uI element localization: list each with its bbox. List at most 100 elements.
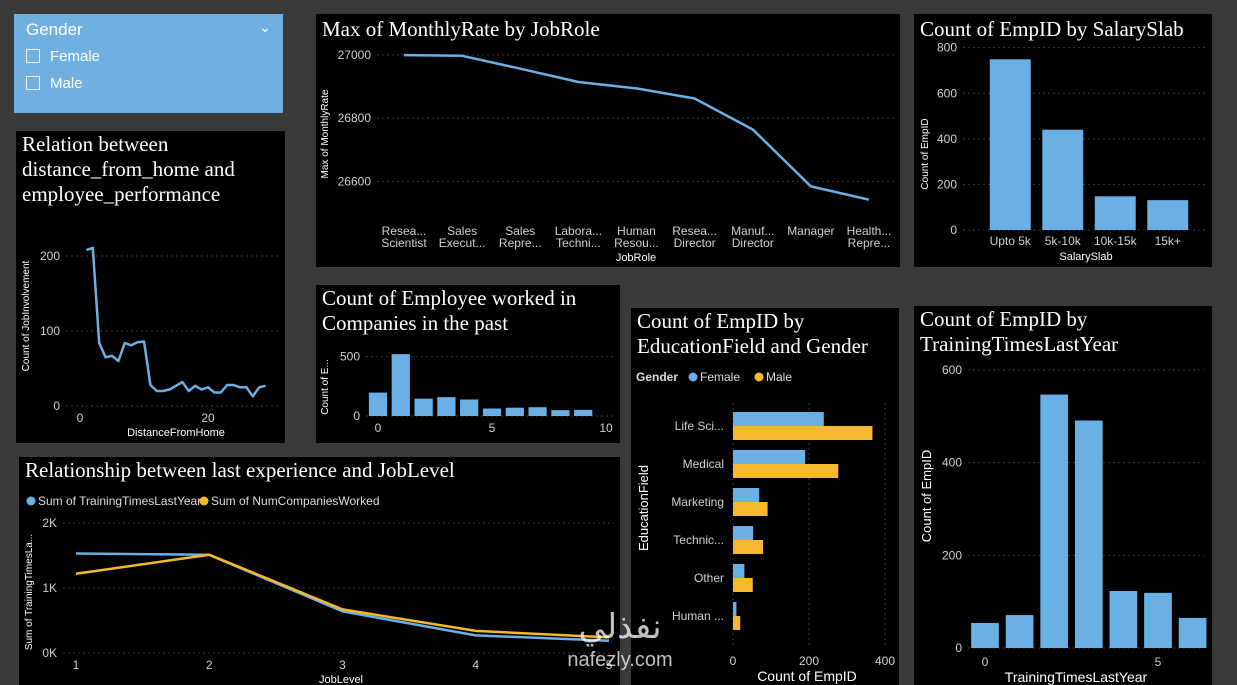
y-tick-label: 0 xyxy=(955,641,962,655)
chart-title: Count of EmpID by TrainingTimesLastYear xyxy=(920,307,1118,357)
slicer-option-female[interactable]: Female xyxy=(26,46,100,66)
bar-male xyxy=(733,578,753,592)
x-tick-label: 4 xyxy=(472,658,479,672)
joblevel-panel[interactable]: Relationship between last experience and… xyxy=(19,457,620,685)
y-axis-title: Count of EmpID xyxy=(920,118,931,189)
x-tick-label: 5 xyxy=(489,421,496,435)
bar-male xyxy=(733,502,768,516)
companies-panel[interactable]: Count of Employee worked in Companies in… xyxy=(316,285,620,443)
slicer-option-male[interactable]: Male xyxy=(26,73,83,93)
x-tick-label: Manuf... xyxy=(731,224,774,238)
y-tick-label: Medical xyxy=(683,457,724,471)
y-tick-label: 200 xyxy=(942,548,962,562)
chart-title: Relation between distance_from_home and … xyxy=(22,132,235,207)
bar xyxy=(414,398,433,416)
x-tick-label: Manager xyxy=(787,224,834,238)
bar xyxy=(1094,196,1136,230)
slicer-option-label: Male xyxy=(50,74,83,92)
x-tick-label: 400 xyxy=(875,654,895,668)
y-axis-title: Count of E... xyxy=(320,359,331,415)
chevron-down-icon[interactable]: ⌄ xyxy=(259,19,271,35)
x-tick-label: Resou... xyxy=(614,236,659,250)
companies-chart: 0 500 0 5 10 Count of E... xyxy=(320,350,614,435)
training-chart: 0 200 400 600 0 5 TrainingTimesLastYear Count o… xyxy=(919,363,1207,685)
bar xyxy=(1147,200,1189,230)
bar xyxy=(505,407,524,416)
distance-chart: 0 100 200 0 20 DistanceFromHome Count of JobIn… xyxy=(21,246,278,439)
chart-title: Max of MonthlyRate by JobRole xyxy=(322,17,600,41)
salaryslab-panel[interactable]: Count of EmpID by SalarySlab 0 200 400 600 8… xyxy=(914,14,1212,267)
x-tick-label: 0 xyxy=(375,421,382,435)
distance-panel[interactable]: Relation between distance_from_home and … xyxy=(16,131,285,443)
x-tick-label: Repre... xyxy=(499,236,542,250)
bar-male xyxy=(733,540,764,554)
y-tick-label: 0 xyxy=(53,399,60,413)
bar-male xyxy=(733,464,839,478)
education-chart: Gender Female Male 0 200 400 Life Sci... Medica… xyxy=(636,370,895,684)
y-tick-label: Human ... xyxy=(672,609,724,623)
y-tick-label: 200 xyxy=(937,177,957,191)
gender-slicer[interactable]: Gender ⌄ Female Male xyxy=(14,14,283,113)
series-line xyxy=(75,553,610,639)
training-panel[interactable]: Count of EmpID by TrainingTimesLastYear … xyxy=(914,306,1212,685)
x-tick-label: Upto 5k xyxy=(990,234,1032,248)
checkbox[interactable] xyxy=(26,49,40,63)
bar xyxy=(437,397,456,416)
title-line: employee_performance xyxy=(22,182,221,206)
bar-female xyxy=(733,412,824,426)
bar xyxy=(1040,394,1069,648)
bar-female xyxy=(733,526,754,540)
x-tick-label: 15k+ xyxy=(1155,234,1181,248)
series-line xyxy=(85,246,266,398)
checkbox[interactable] xyxy=(26,76,40,90)
title-line: EducationField and Gender xyxy=(637,334,868,358)
bar xyxy=(528,407,547,416)
legend-label: Female xyxy=(700,370,740,384)
x-tick-label: 5k-10k xyxy=(1045,234,1082,248)
bar xyxy=(1109,591,1138,648)
x-tick-label: Techni... xyxy=(556,236,601,250)
bar xyxy=(989,59,1031,231)
y-tick-label: 2K xyxy=(42,516,57,530)
y-tick-label: Other xyxy=(694,571,724,585)
y-tick-label: Technic... xyxy=(673,533,724,547)
education-panel[interactable]: Count of EmpID by EducationField and Gen… xyxy=(631,308,899,685)
chart-title: Count of Employee worked in Companies in… xyxy=(322,286,576,336)
y-tick-label: 26600 xyxy=(338,174,372,188)
x-tick-label: 5 xyxy=(606,658,613,672)
legend-label: Sum of NumCompaniesWorked xyxy=(211,494,380,508)
x-tick-label: Sales xyxy=(505,224,535,238)
y-tick-label: 200 xyxy=(40,249,60,263)
bar xyxy=(1178,617,1207,648)
x-tick-label: 3 xyxy=(339,658,346,672)
x-tick-label: 10k-15k xyxy=(1094,234,1138,248)
bar-male xyxy=(733,616,741,630)
legend-title: Gender xyxy=(636,370,678,384)
monthlyrate-chart: 266002680027000Resea...ScientistSalesExe… xyxy=(320,48,894,264)
y-axis-title: EducationField xyxy=(636,465,651,551)
y-tick-label: Life Sci... xyxy=(675,419,724,433)
bar xyxy=(368,392,388,416)
bar-female xyxy=(733,488,760,502)
bar xyxy=(574,409,593,416)
x-tick-label: 200 xyxy=(799,654,819,668)
x-tick-label: Sales xyxy=(447,224,477,238)
bar xyxy=(482,408,502,416)
bar xyxy=(391,354,410,416)
title-line: distance_from_home and xyxy=(22,157,235,181)
monthlyrate-panel[interactable]: Max of MonthlyRate by JobRole 26600 26800… xyxy=(316,14,900,267)
x-tick-label: Health... xyxy=(847,224,892,238)
x-tick-label: 1 xyxy=(73,658,80,672)
y-tick-label: 0K xyxy=(42,646,57,660)
title-line: Count of EmpID by xyxy=(920,307,1088,331)
y-tick-label: 500 xyxy=(340,350,360,364)
series-line xyxy=(75,552,610,642)
salaryslab-chart: 0 200 400 600 800 Upto 5k 5k-10k 10k-15k 15k+ Sal… xyxy=(920,41,1206,263)
bar-female xyxy=(733,450,806,464)
legend-marker xyxy=(26,496,36,506)
x-tick-label: Director xyxy=(674,236,716,250)
y-tick-label: 400 xyxy=(937,132,957,146)
bar xyxy=(460,399,479,416)
x-tick-label: Director xyxy=(732,236,774,250)
y-axis-title: Count of JobInvolvement xyxy=(21,260,32,371)
